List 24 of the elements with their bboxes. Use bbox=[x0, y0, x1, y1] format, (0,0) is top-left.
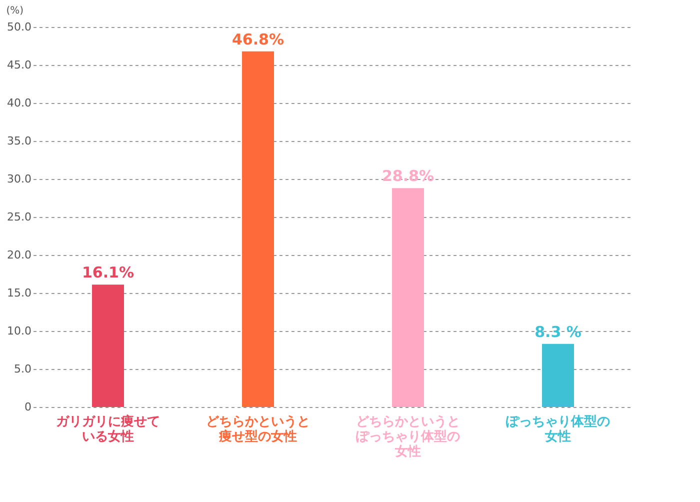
y-tick-label: 30.0 bbox=[7, 172, 32, 186]
x-tick-label: どちらかというとぽっちゃり体型の女性 bbox=[356, 414, 460, 460]
data-label: 16.1% bbox=[82, 264, 134, 282]
bar bbox=[92, 284, 124, 407]
y-tick-label: 15.0 bbox=[7, 286, 32, 300]
y-tick-label: 50.0 bbox=[7, 20, 32, 34]
y-tick-label: 20.0 bbox=[7, 248, 32, 262]
bar bbox=[242, 51, 274, 407]
y-tick-label: 0 bbox=[24, 400, 32, 414]
data-label: 28.8% bbox=[382, 167, 434, 186]
data-label: 46.8% bbox=[232, 30, 284, 48]
y-tick-label: 10.0 bbox=[7, 324, 32, 338]
y-tick-label: 5.0 bbox=[14, 362, 32, 376]
bar bbox=[392, 188, 424, 407]
bar bbox=[542, 344, 574, 407]
y-axis-title: (%) bbox=[6, 6, 24, 16]
x-tick-label: どちらかというと痩せ型の女性 bbox=[206, 414, 310, 444]
y-tick-label: 35.0 bbox=[7, 134, 32, 148]
y-tick-label: 45.0 bbox=[7, 58, 32, 72]
x-tick-label: ガリガリに痩せている女性 bbox=[56, 414, 160, 444]
y-tick-label: 25.0 bbox=[7, 210, 32, 224]
data-label: 8.3 % bbox=[534, 322, 582, 341]
y-tick-label: 40.0 bbox=[7, 96, 32, 110]
x-tick-label: ぽっちゃり体型の女性 bbox=[506, 414, 610, 444]
